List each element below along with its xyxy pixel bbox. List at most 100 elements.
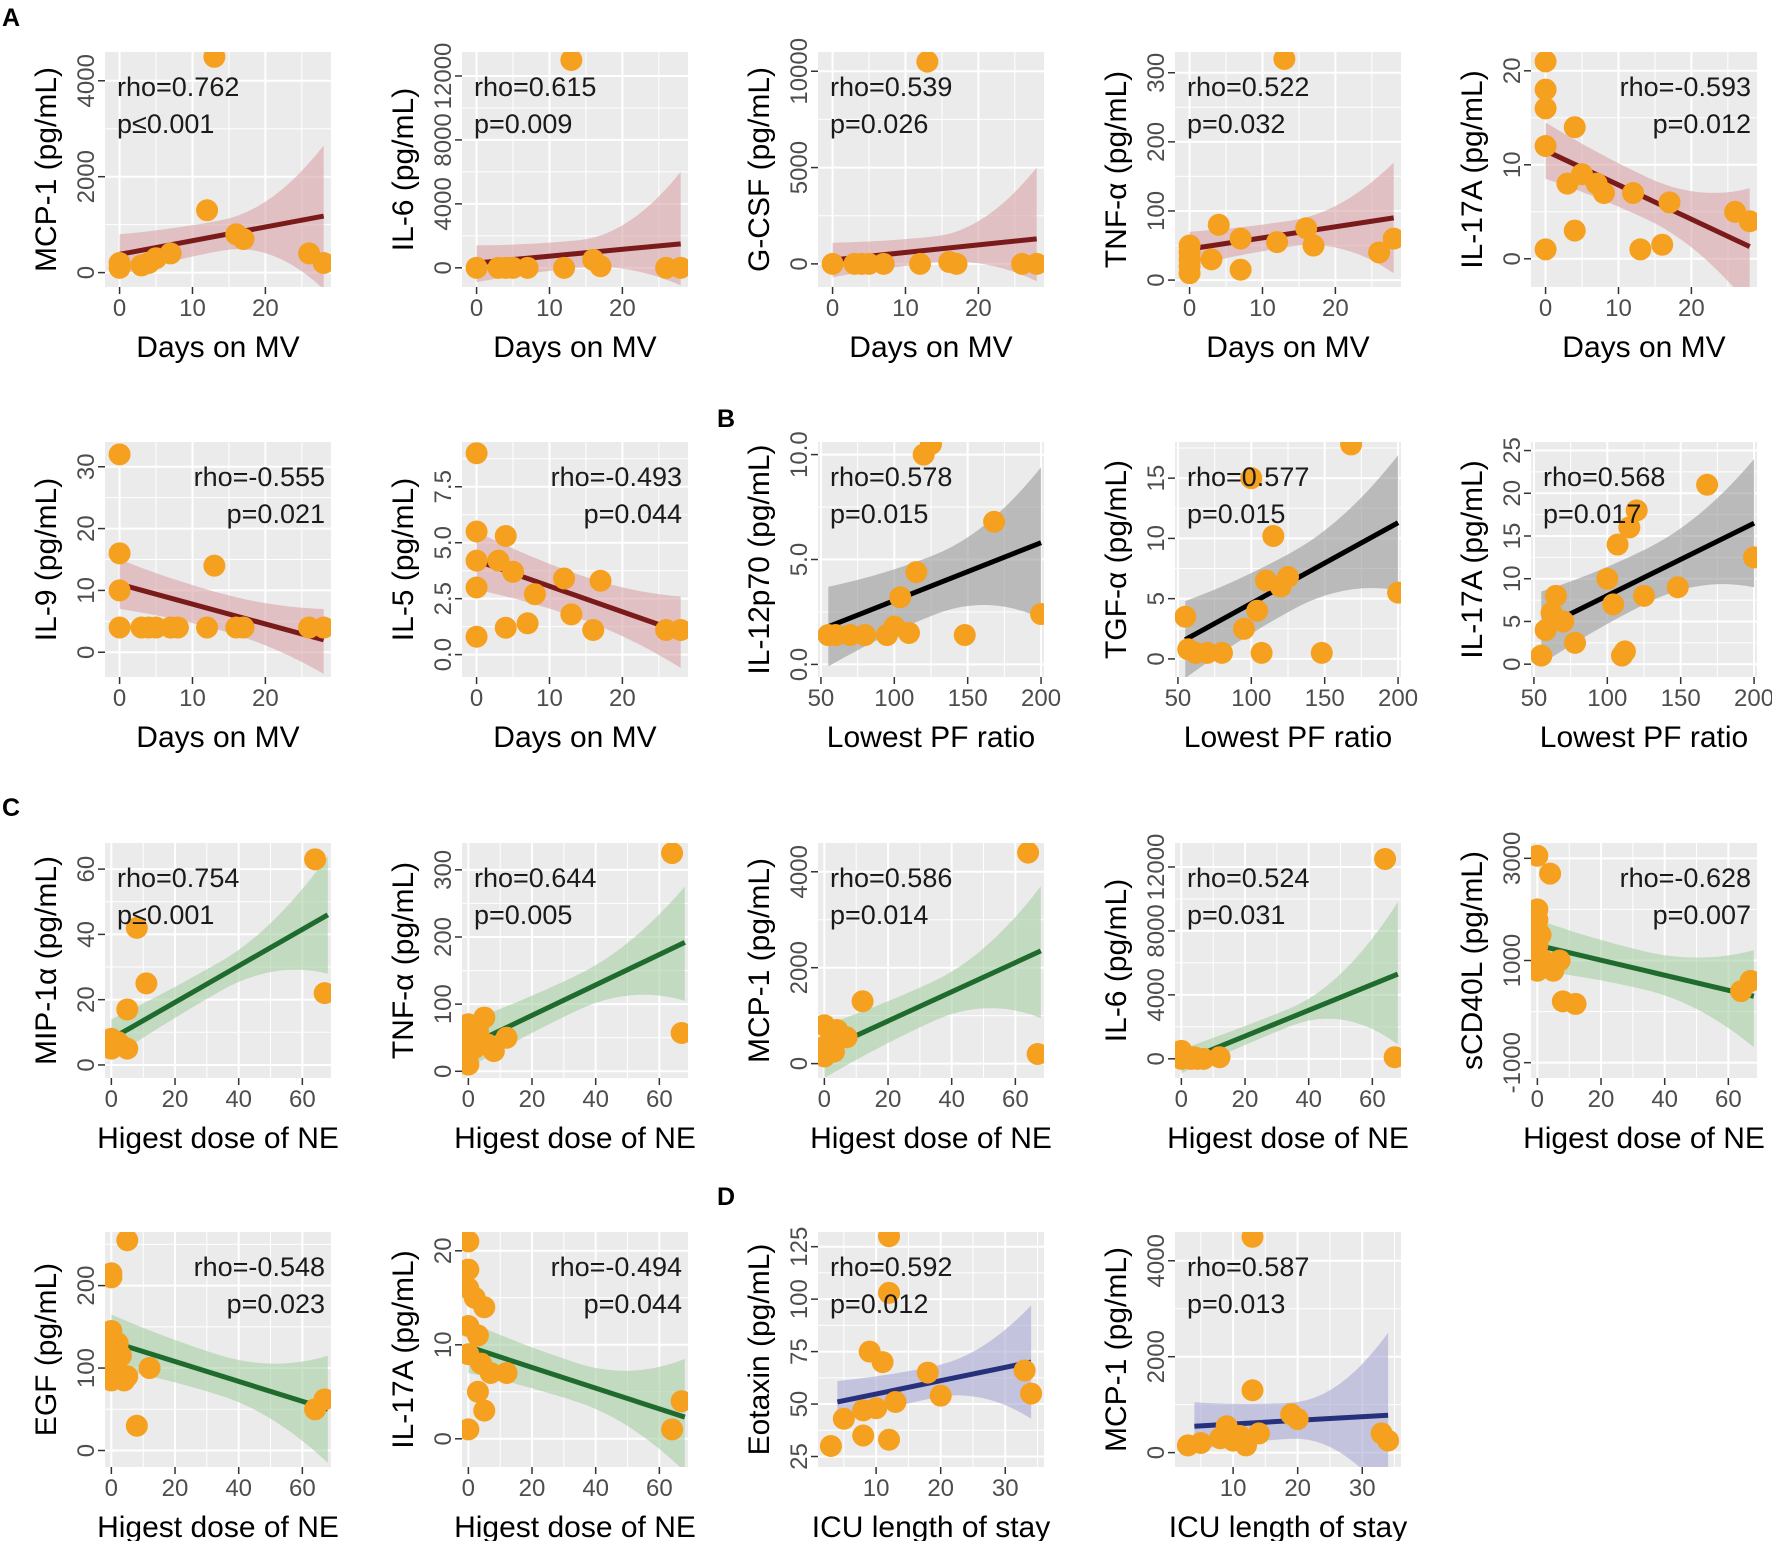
chart-17-point-15 <box>661 1418 684 1441</box>
chart-18-point-13 <box>929 1384 952 1407</box>
chart-10-point-7 <box>1596 567 1619 590</box>
chart-15-xtick-label-1: 20 <box>1588 1086 1615 1113</box>
chart-9-point-16 <box>1387 581 1401 604</box>
chart-17-p-annotation: p=0.044 <box>584 1289 682 1319</box>
chart-7-xtick-label-2: 20 <box>609 685 636 712</box>
chart-8-point-14 <box>1030 603 1044 626</box>
chart-10: 50 100 150 200 0 5 10 15 20 25 Lowest PF ratio IL-1… <box>1456 437 1772 754</box>
chart-5-points <box>1534 52 1757 261</box>
chart-7-point-12 <box>553 567 576 590</box>
chart-17-point-13 <box>479 1362 502 1384</box>
chart-19-point-8 <box>1241 1232 1264 1248</box>
chart-11-ytick-label-1: 20 <box>73 986 100 1013</box>
chart-13-point-11 <box>1026 1043 1044 1066</box>
chart-11-xtick-label-2: 40 <box>225 1086 252 1113</box>
chart-8-xtick-label-2: 150 <box>948 685 988 712</box>
chart-12-points <box>462 843 688 1076</box>
chart-5-point-15 <box>1658 191 1681 214</box>
chart-6-point-10 <box>196 616 219 639</box>
chart-17-point-8 <box>466 1324 489 1347</box>
chart-8-fit-group <box>827 467 1042 667</box>
chart-4-xtick-label-2: 20 <box>1322 295 1349 322</box>
chart-3-xtick-label-1: 10 <box>892 295 919 322</box>
chart-2-xtick-label-2: 20 <box>609 295 636 322</box>
chart-6-point-15 <box>312 616 331 639</box>
chart-14: 0 20 40 60 0 4000 8000 12000 Higest dose of NE IL… <box>1100 834 1409 1155</box>
chart-19-points <box>1176 1232 1400 1457</box>
chart-2-xtick-label-1: 10 <box>536 295 563 322</box>
chart-10-point-16 <box>1696 473 1719 496</box>
chart-1-points <box>108 52 331 279</box>
chart-10-point-15 <box>1666 576 1689 599</box>
chart-4-point-6 <box>1200 248 1223 271</box>
chart-8-point-9 <box>905 561 928 584</box>
chart-3-point-9 <box>945 252 968 275</box>
chart-4-point-14 <box>1368 241 1391 264</box>
chart-9-ytick-label-2: 10 <box>1143 525 1170 552</box>
chart-3-ytick-label-2: 10000 <box>786 38 813 105</box>
chart-11-x-axis-title: Higest dose of NE <box>97 1122 339 1155</box>
chart-2-ytick-label-1: 4000 <box>430 177 457 230</box>
chart-1-p-annotation: p≤0.001 <box>117 109 214 139</box>
chart-18-ytick-label-0: 25 <box>786 1443 813 1470</box>
chart-18-p-annotation: p=0.012 <box>830 1289 928 1319</box>
chart-2: 0 10 20 0 4000 8000 12000 Days on MV IL-6 (pg/mL… <box>387 43 688 364</box>
chart-10-point-11 <box>1613 640 1636 663</box>
chart-17-point-12 <box>473 1296 496 1319</box>
chart-17-xtick-label-1: 20 <box>519 1475 546 1502</box>
chart-16-y-axis-title: EGF (pg/mL) <box>30 1263 63 1436</box>
chart-13-xtick-label-0: 0 <box>818 1086 831 1113</box>
chart-8-point-7 <box>889 586 912 609</box>
chart-15-fit-group <box>1536 919 1755 1048</box>
chart-18-ytick-label-4: 125 <box>786 1227 813 1267</box>
chart-8-ytick-label-1: 5.0 <box>786 543 813 576</box>
chart-18-ytick-label-3: 100 <box>786 1279 813 1319</box>
chart-1-rho-annotation: rho=0.762 <box>117 72 239 102</box>
chart-16-point-13 <box>125 1414 148 1437</box>
chart-15: 0 20 40 60 -1000 1000 3000 Higest dose of NE sCD… <box>1456 832 1765 1155</box>
chart-2-point-11 <box>669 256 688 279</box>
chart-17-ytick-label-0: 0 <box>430 1432 457 1445</box>
chart-5-xtick-label-0: 0 <box>1539 295 1552 322</box>
chart-10-xtick-label-1: 100 <box>1587 685 1627 712</box>
chart-12-ytick-label-3: 300 <box>430 850 457 890</box>
chart-19-x-axis-title: ICU length of stay <box>1169 1511 1407 1541</box>
chart-19-xtick-label-1: 20 <box>1284 1475 1311 1502</box>
chart-17-ytick-label-1: 10 <box>430 1331 457 1358</box>
chart-7-xtick-label-0: 0 <box>470 685 483 712</box>
chart-4-ytick-label-0: 0 <box>1143 273 1170 286</box>
chart-16-point-12 <box>116 1365 139 1388</box>
chart-11-rho-annotation: rho=0.754 <box>117 863 239 893</box>
chart-17-y-axis-title: IL-17A (pg/mL) <box>387 1250 420 1448</box>
chart-6-ytick-label-1: 10 <box>73 577 100 604</box>
chart-17-point-11 <box>473 1399 496 1422</box>
chart-2-ytick-label-3: 12000 <box>430 43 457 110</box>
chart-16-xtick-label-3: 60 <box>289 1475 316 1502</box>
chart-15-ytick-label-0: -1000 <box>1499 1032 1526 1093</box>
chart-9-point-14 <box>1310 641 1333 664</box>
chart-10-rho-annotation: rho=0.568 <box>1543 462 1665 492</box>
chart-1-point-7 <box>196 199 219 222</box>
chart-17-point-14 <box>495 1362 518 1384</box>
chart-6-point-3 <box>108 579 131 602</box>
chart-5-point-11 <box>1592 182 1615 204</box>
chart-18-regression-line <box>836 1359 1032 1405</box>
chart-12-point-12 <box>495 1026 518 1049</box>
chart-19-y-axis-title: MCP-1 (pg/mL) <box>1100 1247 1133 1452</box>
chart-4-point-5 <box>1178 234 1201 257</box>
chart-17-point-9 <box>466 1380 489 1403</box>
chart-6-point-2 <box>108 542 131 565</box>
chart-7-point-1 <box>465 442 488 465</box>
chart-1-y-axis-title: MCP-1 (pg/mL) <box>30 67 63 272</box>
chart-17-regression-line <box>467 1344 686 1420</box>
chart-7-ytick-label-0: 0.0 <box>430 638 457 671</box>
chart-2-point-6 <box>553 256 576 279</box>
chart-12: 0 20 40 60 0 100 200 300 Higest dose of NE TNF-α … <box>387 843 696 1155</box>
chart-18-ytick-label-2: 75 <box>786 1338 813 1365</box>
chart-16-ytick-label-2: 200 <box>73 1266 100 1306</box>
chart-7-point-14 <box>582 619 605 641</box>
chart-18-xtick-label-0: 10 <box>863 1475 890 1502</box>
chart-18-point-7 <box>871 1351 894 1374</box>
chart-15-point-14 <box>1564 992 1587 1015</box>
